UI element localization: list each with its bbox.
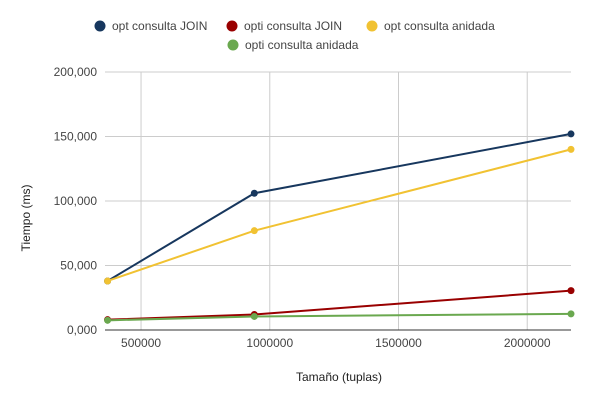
legend-label: opti consulta anidada: [245, 38, 359, 52]
x-tick-label: 2000000: [504, 336, 551, 350]
legend: opt consulta JOIN opti consulta JOIN opt c…: [94, 19, 495, 52]
series-line-opt-consulta-anidada: [107, 148, 572, 282]
y-tick-label: 50,000: [60, 259, 97, 273]
y-tick-label: 0,000: [67, 323, 97, 337]
x-tick-label: 1000000: [246, 336, 293, 350]
data-point-opt-consulta-anidada: [250, 227, 258, 235]
legend-marker: [227, 39, 239, 51]
data-point-opt-consulta-anidada: [567, 145, 575, 153]
y-tick-label: 150,000: [54, 130, 98, 144]
data-point-opt-consulta-join: [250, 189, 258, 197]
data-point-opti-consulta-join: [567, 287, 575, 295]
x-tick-label: 1500000: [375, 336, 422, 350]
grid-layer: [105, 71, 571, 330]
legend-label: opt consulta anidada: [384, 19, 495, 33]
legend-marker: [94, 20, 106, 32]
data-point-opti-consulta-anidada: [104, 316, 112, 324]
y-axis-title: Tiempo (ms): [19, 185, 33, 252]
series-line-opt-consulta-join: [107, 132, 572, 282]
legend-label: opt consulta JOIN: [112, 19, 207, 33]
data-point-opti-consulta-anidada: [250, 312, 258, 320]
series-layer: [104, 130, 575, 324]
data-point-opti-consulta-anidada: [567, 310, 575, 318]
data-point-opt-consulta-join: [567, 130, 575, 138]
legend-marker: [366, 20, 378, 32]
y-tick-label: 200,000: [54, 65, 98, 79]
legend-label: opti consulta JOIN: [244, 19, 342, 33]
legend-marker: [226, 20, 238, 32]
axis-layer: 0,000 50,000 100,000 150,000 200,000 500000 10…: [54, 65, 571, 350]
x-axis-title: Tamaño (tuplas): [296, 370, 382, 384]
y-tick-label: 100,000: [54, 194, 98, 208]
data-point-opt-consulta-anidada: [104, 277, 112, 285]
x-tick-label: 500000: [121, 336, 161, 350]
